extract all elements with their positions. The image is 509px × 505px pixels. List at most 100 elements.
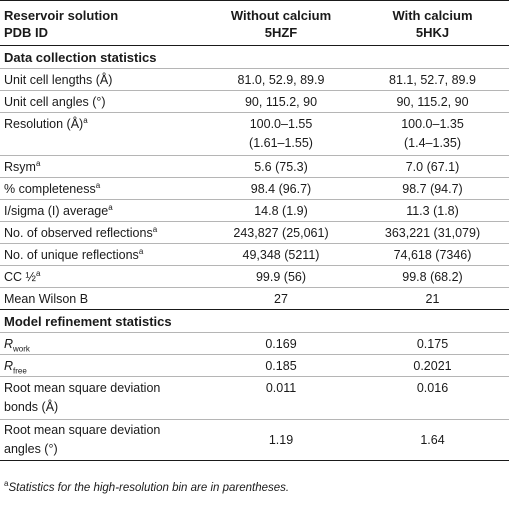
cell-with: 11.3 (1.8) (356, 199, 509, 222)
cell-without: 81.0, 52.9, 89.9 (206, 68, 356, 91)
table-row: No. of unique reflectionsa 49,348 (5211)… (0, 243, 509, 266)
footnote-marker: a (83, 115, 88, 125)
label-text: % completeness (4, 181, 96, 196)
footnote-marker: a (35, 268, 41, 278)
table-row: Unit cell lengths (Å) 81.0, 52.9, 89.9 8… (0, 68, 509, 91)
value-line: 100.0–1.55 (249, 117, 313, 131)
label-line: Root mean square deviation (4, 381, 161, 395)
cell-without: 90, 115.2, 90 (206, 90, 356, 113)
footnote-marker: a (138, 246, 144, 256)
label-text: R (4, 358, 14, 373)
footnote-text: Statistics for the high-resolution bin a… (8, 482, 290, 494)
table-row: CC ½a 99.9 (56) 99.8 (68.2) (0, 265, 509, 288)
section-title-model-refinement: Model refinement statistics (0, 309, 509, 333)
footnote-marker: a (35, 158, 41, 168)
value-line: (1.4–1.35) (404, 136, 461, 150)
statistics-table: Reservoir solution Without calcium With … (0, 0, 509, 461)
cell-with: 0.2021 (356, 354, 509, 377)
cell-without: 49,348 (5211) (206, 243, 356, 266)
table-row: Unit cell angles (°) 90, 115.2, 90 90, 1… (0, 90, 509, 113)
cell-with: 74,618 (7346) (356, 243, 509, 266)
row-label: I/sigma (I) averagea (0, 199, 206, 222)
cell-with: 0.016 (356, 376, 509, 420)
label-text: R (4, 336, 14, 351)
row-label: Unit cell lengths (Å) (0, 68, 206, 91)
cell-with: 363,221 (31,079) (356, 221, 509, 244)
table-row: Rfree 0.185 0.2021 (0, 354, 509, 377)
row-label: No. of unique reflectionsa (0, 243, 206, 266)
cell-with: 98.7 (94.7) (356, 177, 509, 200)
header-col2-line1: Without calcium (206, 0, 356, 24)
label-line: bonds (Å) (4, 400, 59, 414)
table-footnote: aStatistics for the high-resolution bin … (4, 479, 290, 494)
header-col3-line1: With calcium (356, 0, 509, 24)
section-row: Model refinement statistics (0, 309, 509, 333)
cell-without: 243,827 (25,061) (206, 221, 356, 244)
cell-with: 7.0 (67.1) (356, 155, 509, 178)
header-col1-line2: PDB ID (4, 25, 49, 40)
label-line: angles (°) (4, 442, 58, 456)
label-text: No. of observed reflections (4, 225, 153, 240)
footnote-marker: a (108, 202, 113, 212)
cell-without: 98.4 (96.7) (206, 177, 356, 200)
footnote-marker: a (95, 180, 101, 190)
label-text: I/sigma (I) average (4, 203, 109, 218)
table-row: Rwork 0.169 0.175 (0, 332, 509, 355)
row-label: Root mean square deviation bonds (Å) (0, 376, 206, 420)
label-subscript: work (13, 344, 30, 353)
row-label: Root mean square deviation angles (°) (0, 419, 206, 461)
cell-with: 1.64 (356, 419, 509, 461)
cell-without: 99.9 (56) (206, 265, 356, 288)
cell-without: 100.0–1.55 (1.61–1.55) (206, 112, 356, 156)
cell-with: 21 (356, 287, 509, 310)
row-label: % completenessa (0, 177, 206, 200)
cell-without: 0.169 (206, 332, 356, 355)
label-text: CC ½ (4, 269, 36, 284)
label-text: Rsym (4, 159, 36, 174)
row-label: Unit cell angles (°) (0, 90, 206, 113)
label-line: Root mean square deviation (4, 423, 161, 437)
section-title-data-collection: Data collection statistics (0, 45, 509, 69)
table-row: No. of observed reflectionsa 243,827 (25… (0, 221, 509, 244)
table-row: % completenessa 98.4 (96.7) 98.7 (94.7) (0, 177, 509, 200)
cell-without: 14.8 (1.9) (206, 199, 356, 222)
row-label: CC ½a (0, 265, 206, 288)
table-row: Root mean square deviation bonds (Å) 0.01… (0, 376, 509, 420)
row-label: Mean Wilson B (0, 287, 206, 310)
cell-without: 5.6 (75.3) (206, 155, 356, 178)
label-text: No. of unique reflections (4, 247, 139, 262)
table-row: Rsyma 5.6 (75.3) 7.0 (67.1) (0, 155, 509, 178)
table-row: Root mean square deviation angles (°) 1.1… (0, 419, 509, 461)
row-label: Rwork (0, 332, 206, 355)
row-label: Rsyma (0, 155, 206, 178)
row-label: Resolution (Å)a (0, 112, 206, 156)
table-bottom-rule (0, 460, 509, 461)
cell-with: 0.175 (356, 332, 509, 355)
cell-without: 0.011 (206, 376, 356, 420)
row-label: No. of observed reflectionsa (0, 221, 206, 244)
row-label: Rfree (0, 354, 206, 377)
header-col3-line2: 5HKJ (415, 25, 450, 40)
value-line: 100.0–1.35 (401, 117, 464, 131)
header-row: PDB ID 5HZF 5HKJ (0, 24, 509, 46)
footnote-marker: a (152, 224, 158, 234)
footnote-marker: a (4, 479, 9, 489)
label-subscript: free (13, 366, 27, 375)
table-row: Mean Wilson B 27 21 (0, 287, 509, 310)
cell-without: 27 (206, 287, 356, 310)
header-col1-line1: Reservoir solution (0, 0, 206, 24)
value-line: (1.61–1.55) (249, 136, 313, 150)
cell-with: 90, 115.2, 90 (356, 90, 509, 113)
cell-with: 99.8 (68.2) (356, 265, 509, 288)
header-row: Reservoir solution Without calcium With … (0, 0, 509, 24)
label-text: Resolution (Å) (4, 117, 84, 131)
cell-without: 1.19 (206, 419, 356, 461)
cell-with: 100.0–1.35 (1.4–1.35) (356, 112, 509, 156)
table-row: I/sigma (I) averagea 14.8 (1.9) 11.3 (1.… (0, 199, 509, 222)
section-row: Data collection statistics (0, 45, 509, 69)
cell-with: 81.1, 52.7, 89.9 (356, 68, 509, 91)
header-col2-line2: 5HZF (264, 25, 298, 40)
cell-without: 0.185 (206, 354, 356, 377)
table-row: Resolution (Å)a 100.0–1.55 (1.61–1.55) 10… (0, 112, 509, 156)
